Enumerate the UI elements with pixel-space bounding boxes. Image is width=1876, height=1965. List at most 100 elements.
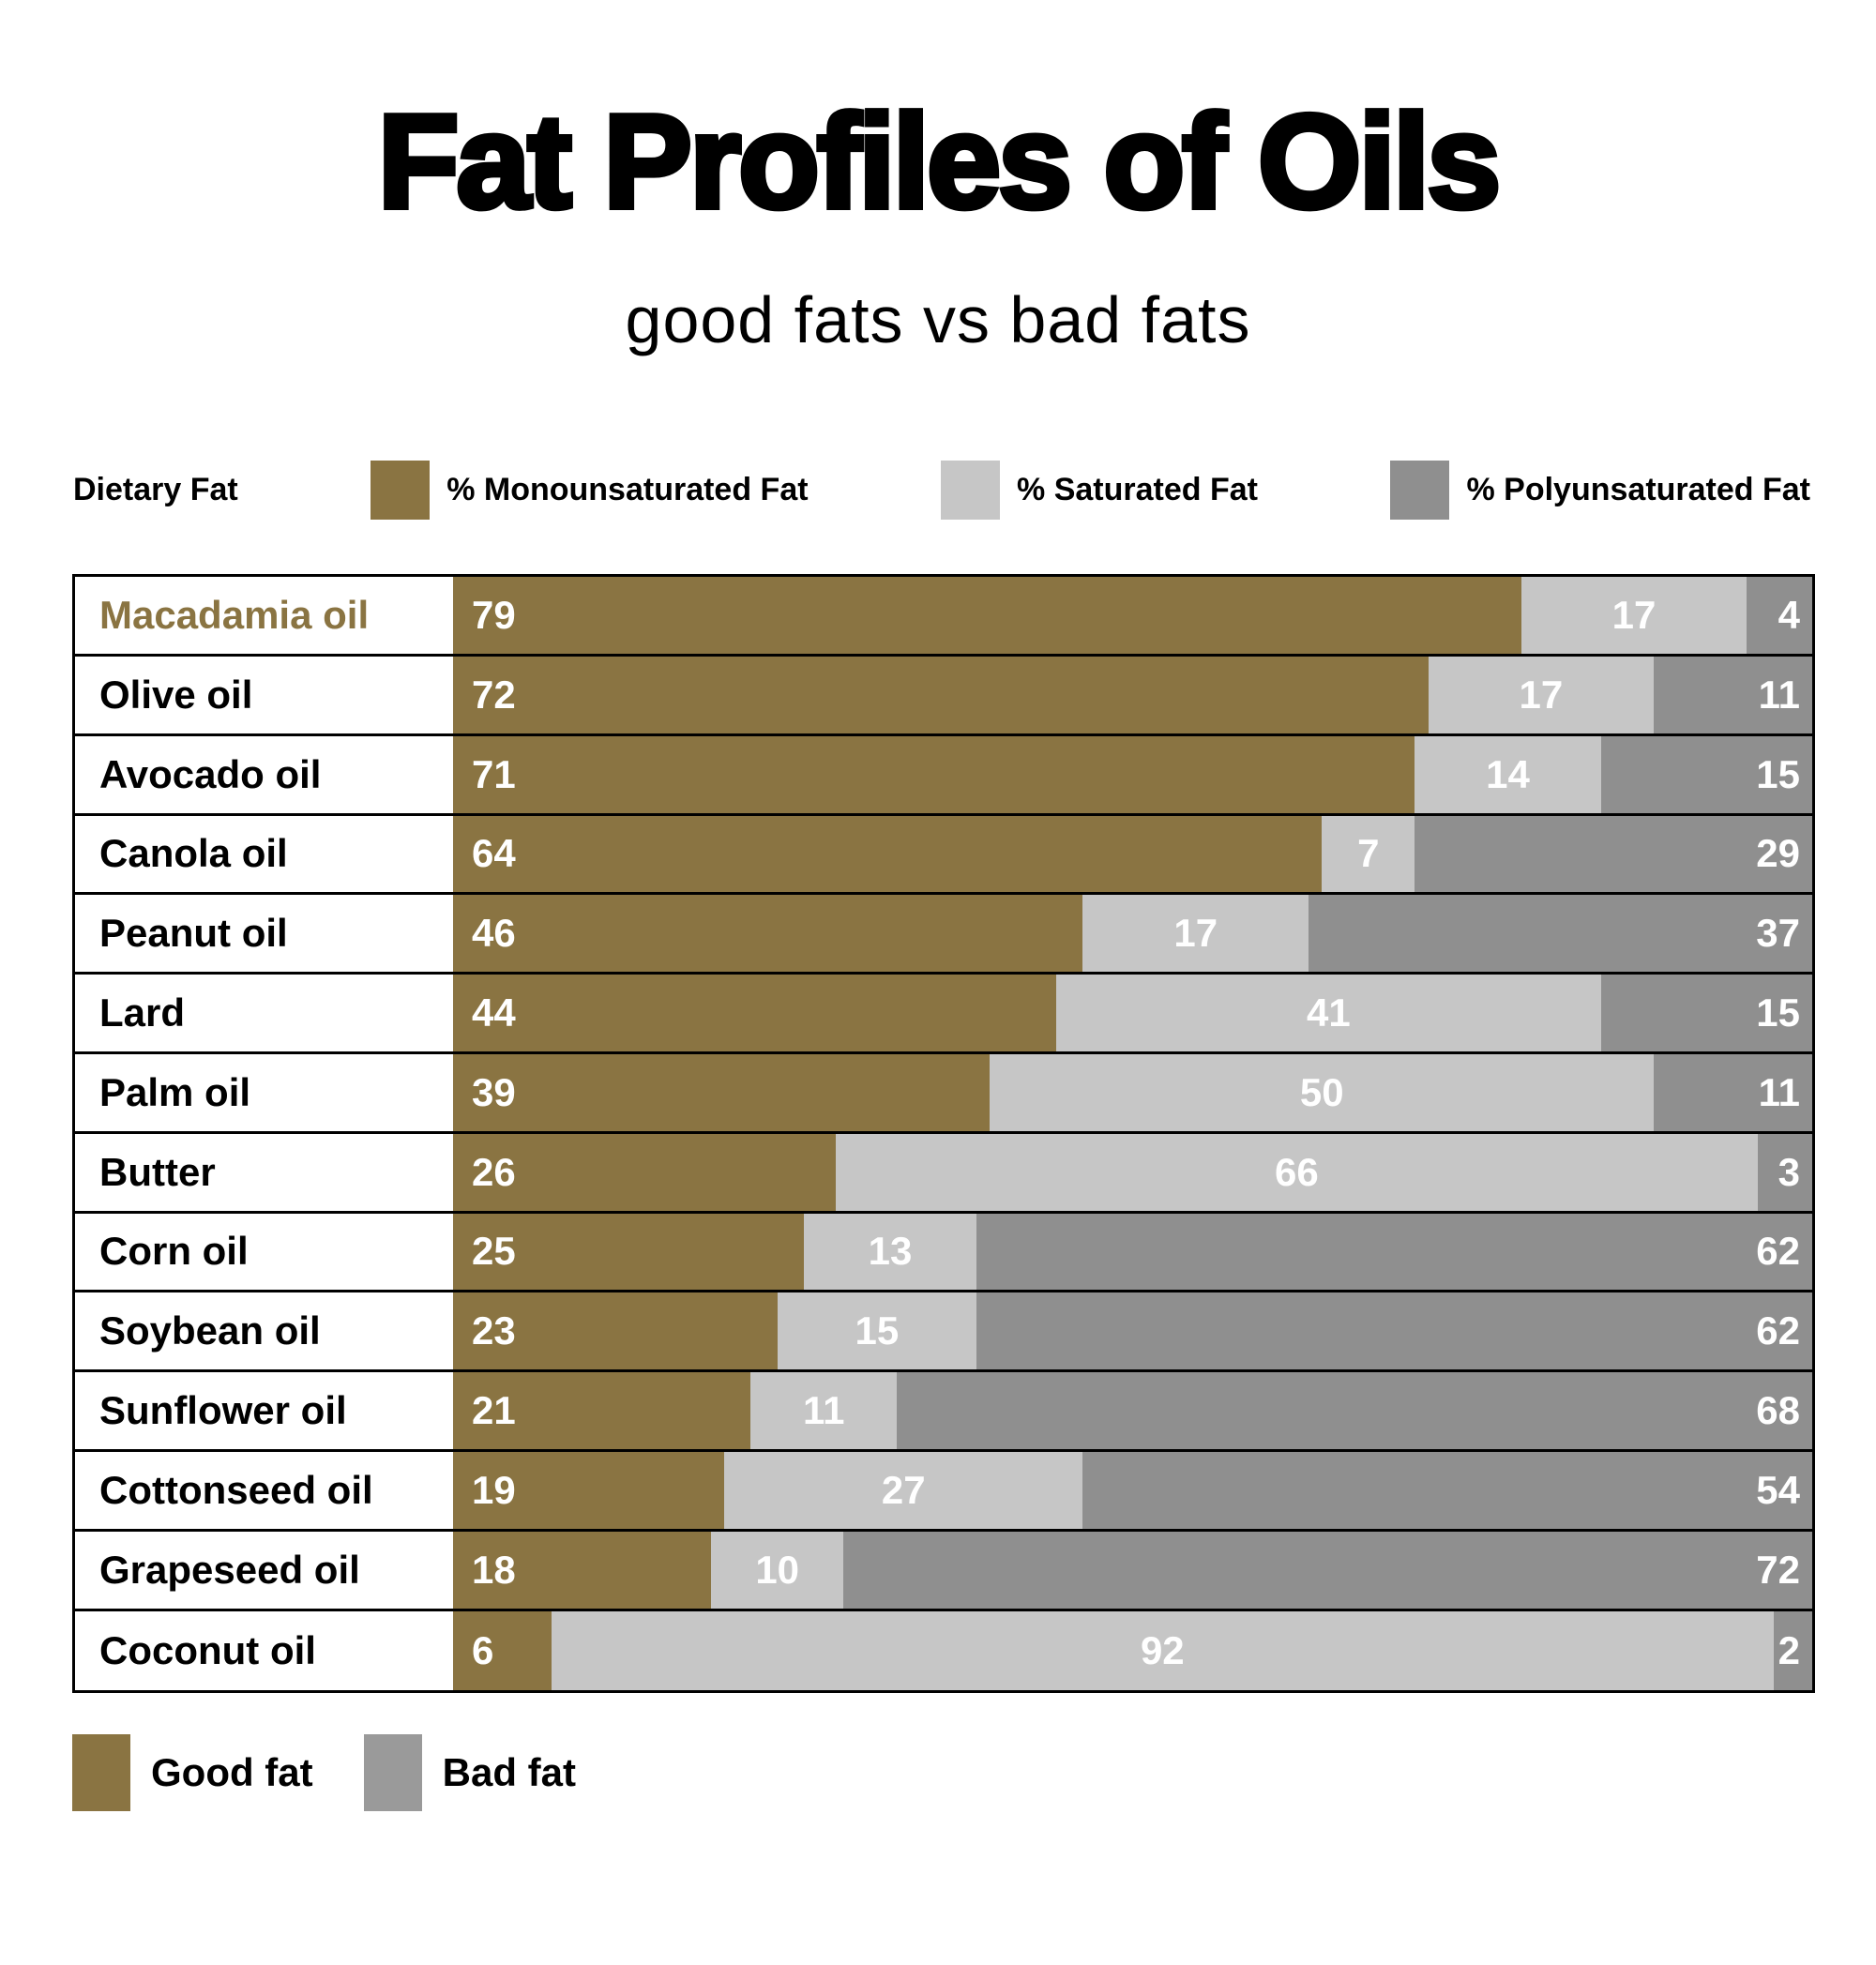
footer-legend: Good fat Bad fat: [72, 1734, 1876, 1812]
bar-value-label: 25: [472, 1229, 516, 1274]
row-bars: 18 10 72: [453, 1531, 1812, 1609]
bar-value-label: 71: [472, 751, 516, 796]
mono-fat-swatch: [371, 461, 431, 521]
saturated-bar-segment: 27: [724, 1451, 1083, 1529]
bar-value-label: 29: [1756, 831, 1800, 876]
bar-value-label: 44: [472, 990, 516, 1035]
polyunsaturated-bar-segment: 54: [1082, 1451, 1812, 1529]
saturated-bar-segment: 13: [804, 1213, 977, 1291]
mono-bar-segment: 39: [453, 1053, 991, 1131]
polyunsaturated-fat-swatch: [1390, 461, 1450, 521]
saturated-bar-segment: 11: [750, 1372, 898, 1449]
bad-fat-swatch: [363, 1734, 422, 1812]
row-bars: 23 15 62: [453, 1292, 1813, 1370]
page-title: Fat Profiles of Oils: [375, 85, 1505, 237]
bar-value-label: 17: [1173, 911, 1218, 956]
polyunsaturated-bar-segment: 62: [976, 1213, 1812, 1291]
table-row: Canola oil 64 7 29: [75, 815, 1812, 896]
bar-value-label: 11: [1758, 672, 1800, 717]
polyunsaturated-bar-segment: 15: [1600, 975, 1813, 1051]
polyunsaturated-bar-segment: 2: [1773, 1610, 1812, 1691]
mono-bar-segment: 25: [453, 1213, 804, 1291]
mono-bar-segment: 18: [453, 1531, 711, 1609]
bar-value-label: 72: [1756, 1547, 1800, 1592]
bar-value-label: 26: [472, 1149, 516, 1194]
legend-item: % Polyunsaturated Fat: [1390, 461, 1810, 521]
saturated-bar-segment: 14: [1415, 735, 1601, 813]
table-row: Lard 44 41 15: [75, 975, 1813, 1054]
dietary-fat-label: Dietary Fat: [73, 472, 238, 508]
bar-value-label: 17: [1519, 672, 1564, 717]
bar-value-label: 39: [472, 1069, 516, 1114]
row-bars: 25 13 62: [453, 1213, 1812, 1291]
row-label: Corn oil: [99, 1229, 249, 1274]
saturated-bar-segment: 41: [1056, 975, 1601, 1051]
legend-item-label: % Monounsaturated Fat: [446, 472, 809, 508]
row-label: Sunflower oil: [99, 1388, 347, 1433]
mono-bar-segment: 64: [453, 815, 1323, 893]
row-bars: 44 41 15: [453, 975, 1813, 1051]
bar-value-label: 64: [472, 831, 516, 876]
bar-value-label: 3: [1778, 1149, 1800, 1194]
polyunsaturated-bar-segment: 62: [976, 1292, 1813, 1370]
polyunsaturated-bar-segment: 11: [1654, 1053, 1812, 1131]
polyunsaturated-bar-segment: 15: [1600, 735, 1812, 813]
mono-bar-segment: 19: [453, 1451, 725, 1529]
saturated-bar-segment: 10: [710, 1531, 844, 1609]
mono-bar-segment: 44: [453, 975, 1057, 1051]
bar-value-label: 15: [1756, 990, 1801, 1035]
saturated-fat-swatch: [941, 461, 1001, 521]
table-row: Cottonseed oil 19 27 54: [75, 1451, 1812, 1532]
mono-bar-segment: 71: [453, 735, 1415, 813]
legend-item-label: % Polyunsaturated Fat: [1466, 472, 1810, 508]
polyunsaturated-bar-segment: 37: [1309, 895, 1812, 973]
bar-value-label: 72: [472, 672, 516, 717]
row-bars: 64 7 29: [453, 815, 1812, 893]
saturated-bar-segment: 66: [835, 1133, 1759, 1211]
table-row: Palm oil 39 50 11: [75, 1053, 1812, 1134]
table-row: Peanut oil 46 17 37: [75, 895, 1812, 975]
saturated-bar-segment: 50: [990, 1053, 1655, 1131]
table-row: Sunflower oil 21 11 68: [75, 1372, 1812, 1452]
bar-value-label: 10: [755, 1547, 800, 1592]
polyunsaturated-bar-segment: 11: [1654, 656, 1812, 733]
bar-value-label: 41: [1306, 990, 1351, 1035]
bar-value-label: 11: [1758, 1069, 1800, 1114]
row-label: Macadamia oil: [99, 593, 370, 638]
saturated-bar-segment: 92: [551, 1610, 1774, 1691]
footer-legend-label: Bad fat: [442, 1750, 576, 1795]
row-label: Canola oil: [99, 831, 288, 876]
bar-value-label: 92: [1140, 1627, 1185, 1672]
table-row: Soybean oil 23 15 62: [75, 1292, 1813, 1373]
row-label: Peanut oil: [99, 911, 288, 956]
table-row: Grapeseed oil 18 10 72: [75, 1531, 1812, 1611]
bar-value-label: 4: [1778, 593, 1800, 638]
row-label: Coconut oil: [99, 1627, 316, 1672]
row-label: Lard: [99, 990, 186, 1035]
row-label: Palm oil: [99, 1069, 251, 1114]
bar-value-label: 21: [472, 1388, 516, 1433]
good-fat-swatch: [72, 1734, 130, 1812]
legend-item: % Saturated Fat: [941, 461, 1258, 521]
row-label: Soybean oil: [99, 1308, 321, 1353]
mono-bar-segment: 46: [453, 895, 1083, 973]
legend-item: % Monounsaturated Fat: [371, 461, 809, 521]
table-row: Coconut oil 6 92 2: [75, 1610, 1812, 1691]
bar-value-label: 13: [868, 1229, 913, 1274]
table-row: Corn oil 25 13 62: [75, 1213, 1812, 1293]
bar-value-label: 2: [1778, 1627, 1800, 1672]
bar-value-label: 17: [1611, 593, 1657, 638]
bar-value-label: 62: [1756, 1308, 1801, 1353]
saturated-bar-segment: 15: [777, 1292, 977, 1370]
footer-legend-label: Good fat: [151, 1750, 313, 1795]
row-bars: 72 17 11: [453, 656, 1812, 733]
mono-bar-segment: 26: [453, 1133, 836, 1211]
row-bars: 26 66 3: [453, 1133, 1812, 1211]
legend-item-label: % Saturated Fat: [1017, 472, 1258, 508]
bar-value-label: 14: [1486, 751, 1530, 796]
table-row: Olive oil 72 17 11: [75, 656, 1812, 736]
bar-value-label: 68: [1756, 1388, 1800, 1433]
page-subtitle: good fats vs bad fats: [625, 283, 1251, 357]
polyunsaturated-bar-segment: 29: [1415, 815, 1812, 893]
table-row: Butter 26 66 3: [75, 1133, 1812, 1214]
